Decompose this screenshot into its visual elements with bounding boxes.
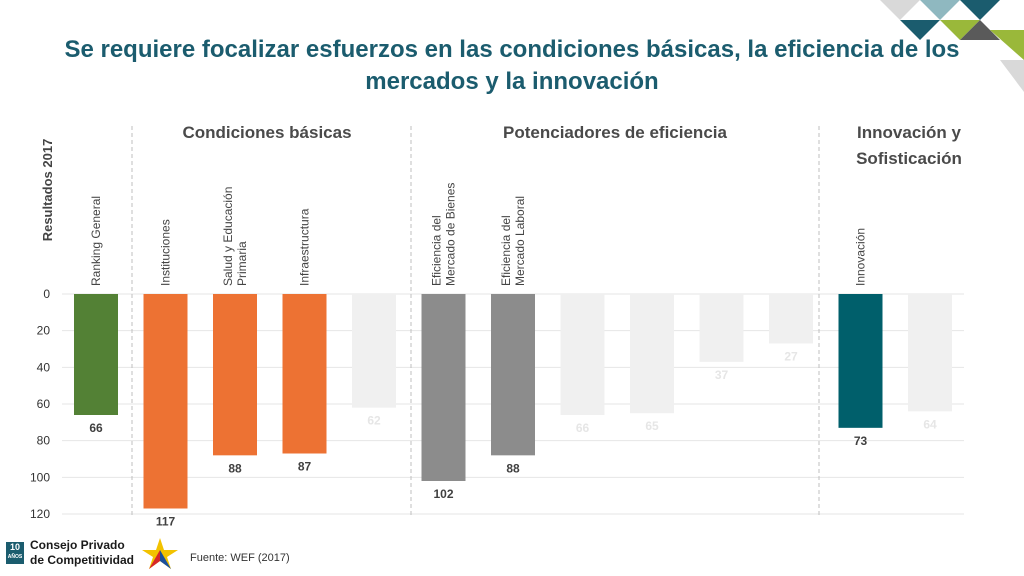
bar-value-label: 64 (923, 417, 937, 431)
bar-value-label: 88 (228, 461, 242, 475)
bar (560, 294, 605, 415)
bar-value-label: 87 (298, 460, 312, 474)
bar-value-label: 88 (506, 461, 520, 475)
page-title: Se requiere focalizar esfuerzos en las c… (64, 36, 960, 95)
section-header: Potenciadores de eficiencia (503, 123, 727, 142)
bar (838, 294, 883, 428)
category-label: Mercado Laboral (513, 196, 527, 286)
bar (143, 294, 188, 509)
section-header: Sofisticación (856, 149, 962, 168)
y-tick-label: 120 (30, 507, 50, 521)
bar (699, 294, 744, 362)
bar (491, 294, 535, 456)
bar-value-label: 27 (784, 350, 798, 364)
bar (282, 294, 327, 454)
anniversary-badge: 10 AÑOS (6, 542, 24, 564)
category-label: Innovación (854, 228, 868, 286)
badge-number: 10 (9, 542, 20, 552)
bar-value-label: 65 (645, 419, 659, 433)
section-header: Innovación y (857, 123, 961, 142)
bar-value-label: 66 (89, 421, 103, 435)
category-label: Mercado de Bienes (444, 183, 458, 286)
y-tick-label: 100 (30, 470, 50, 484)
category-label: Instituciones (159, 219, 173, 286)
org-logo: 10 AÑOS Consejo Privado de Competitivida… (6, 536, 180, 570)
bar-value-label: 117 (156, 515, 176, 529)
org-name-line2: de Competitividad (30, 553, 135, 567)
org-name: Consejo Privado de Competitividad (30, 538, 134, 568)
category-label: Salud y Educación (221, 187, 235, 286)
bar (769, 294, 813, 344)
y-tick-label: 20 (37, 324, 51, 338)
bar (630, 294, 674, 414)
org-name-line1: Consejo Privado (30, 538, 125, 552)
y-tick-label: 0 (43, 287, 50, 301)
bar-value-label: 73 (854, 434, 868, 448)
category-label: Eficiencia del (499, 215, 513, 286)
star-logo-icon (142, 538, 179, 569)
category-label: Primaria (235, 241, 249, 286)
category-label: Ranking General (89, 196, 103, 286)
category-label: Infraestructura (298, 208, 312, 286)
bar (352, 294, 396, 408)
bar (74, 294, 118, 415)
decorative-triangles-icon (880, 0, 1024, 92)
bar-value-label: 102 (433, 487, 453, 501)
category-label: Eficiencia del (430, 215, 444, 286)
y-tick-label: 40 (37, 360, 51, 374)
bar-value-label: 62 (367, 414, 381, 428)
badge-word: AÑOS (7, 554, 23, 560)
y-tick-label: 80 (37, 434, 51, 448)
section-header: Condiciones básicas (182, 123, 351, 142)
bar (213, 294, 257, 456)
bar (421, 294, 466, 481)
bar-value-label: 37 (715, 368, 729, 382)
bar-value-label: 66 (576, 421, 590, 435)
y-axis-label: Resultados 2017 (40, 139, 55, 242)
source-note: Fuente: WEF (2017) (190, 552, 290, 564)
bar (908, 294, 952, 412)
y-tick-label: 60 (37, 397, 51, 411)
